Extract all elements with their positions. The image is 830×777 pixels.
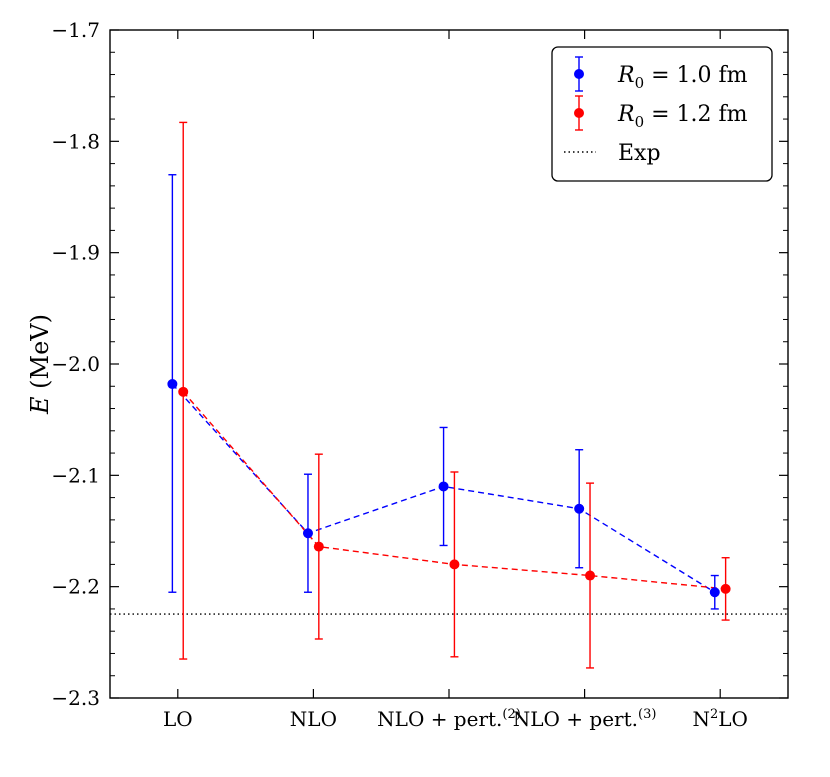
x-tick-label: LO xyxy=(163,707,193,731)
y-tick-label: −2.3 xyxy=(51,686,100,710)
series-1-point xyxy=(313,541,324,552)
axis-ticks: −1.7 −1.8 −1.9 −2.0 −2.1 −2.2 −2.3 LO NLO NLO + p… xyxy=(51,18,788,731)
y-tick-label: −1.8 xyxy=(51,129,100,153)
series-1-point xyxy=(178,386,189,397)
legend-label: R0 = 1.0 fm xyxy=(617,63,748,92)
y-tick-label: −2.2 xyxy=(51,575,100,599)
legend: R0 = 1.0 fm R0 = 1.2 fm Exp xyxy=(551,46,773,182)
series-points xyxy=(167,121,731,669)
x-tick-label: NLO + pert.(2) xyxy=(377,707,521,731)
legend-exp-label: Exp xyxy=(618,141,661,166)
y-axis-title-unit: (MeV) xyxy=(26,314,54,396)
y-tick-label: −1.9 xyxy=(51,241,100,265)
y-tick-label: −1.7 xyxy=(51,18,100,42)
y-tick-label: −2.0 xyxy=(51,352,100,376)
series-1-point xyxy=(449,559,460,570)
series-0-point xyxy=(574,503,585,514)
x-tick-label: NLO xyxy=(290,707,337,731)
legend-marker xyxy=(574,69,584,79)
legend-marker xyxy=(574,108,584,118)
series-0-point xyxy=(709,587,720,598)
series-0-point xyxy=(302,528,313,539)
y-axis-title-var: E xyxy=(26,396,54,415)
legend-label: R0 = 1.2 fm xyxy=(617,102,748,131)
series-1-point xyxy=(720,583,731,594)
series-0-point xyxy=(438,481,449,492)
series-1-point xyxy=(585,570,596,581)
y-tick-label: −2.1 xyxy=(51,463,100,487)
x-tick-label: N2LO xyxy=(692,707,747,731)
y-axis-title: E (MeV) xyxy=(26,314,54,415)
x-tick-label: NLO + pert.(3) xyxy=(513,707,657,731)
legend-box xyxy=(551,46,773,182)
series-0-point xyxy=(167,379,178,390)
